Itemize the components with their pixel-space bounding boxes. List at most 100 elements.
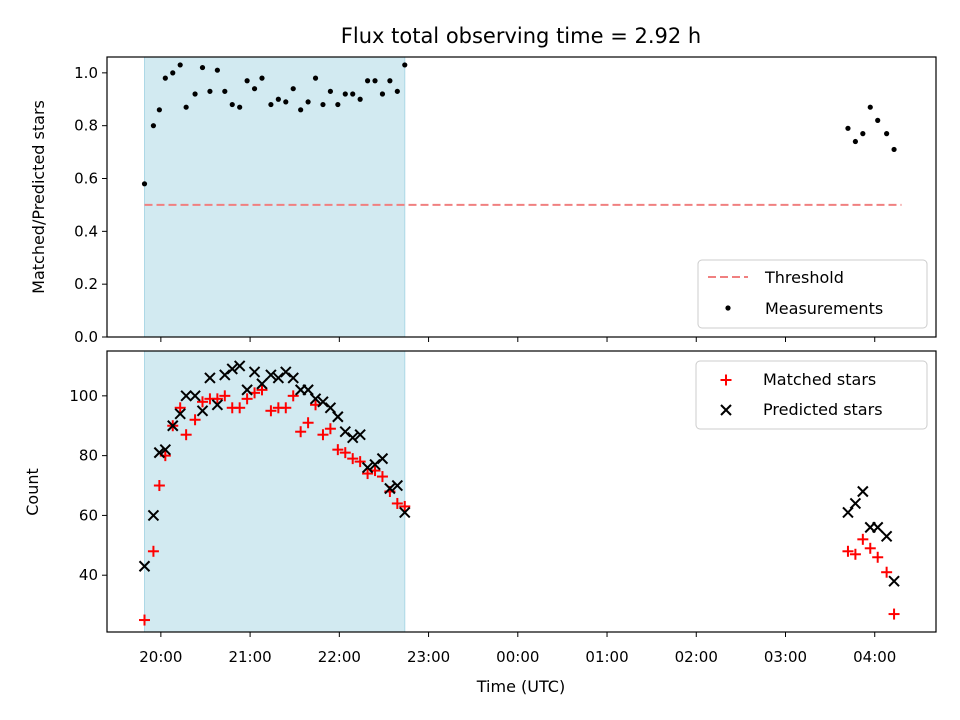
- axes-frame: [106, 350, 937, 633]
- matched-stars-point: [317, 429, 329, 441]
- matched-stars-point: [324, 423, 336, 435]
- matched-stars-point: [234, 402, 246, 414]
- matched-stars-point: [857, 533, 869, 545]
- predicted-stars-point: [324, 402, 337, 414]
- measurement-point: [214, 67, 220, 73]
- y-tick-label: 0.2: [74, 275, 98, 293]
- y-tick-label: 0.4: [74, 222, 98, 240]
- measurement-point: [394, 88, 400, 94]
- measurement-point: [251, 86, 258, 92]
- predicted-stars-point: [265, 369, 277, 381]
- x-tick-label: 21:00: [228, 648, 271, 666]
- matched-stars-point: [241, 393, 253, 405]
- measurement-point: [342, 91, 348, 97]
- x-tick-label: 00:00: [496, 648, 539, 666]
- legend-matched-swatch: [720, 374, 732, 386]
- predicted-stars-point: [241, 384, 253, 396]
- predicted-stars-point: [857, 485, 869, 498]
- predicted-stars-point: [309, 393, 322, 405]
- x-tick-label: 22:00: [318, 648, 361, 666]
- predicted-stars-point: [196, 405, 209, 417]
- predicted-stars-point: [256, 378, 268, 390]
- measurement-point: [860, 131, 866, 137]
- matched-stars-point: [139, 614, 150, 626]
- matched-stars-point: [174, 402, 186, 414]
- matched-stars-point: [347, 453, 359, 465]
- y-tick-label: 0.0: [74, 328, 98, 346]
- matched-stars-point: [265, 405, 277, 417]
- matched-stars-point: [211, 393, 223, 405]
- matched-stars-point: [339, 447, 351, 459]
- y-tick-label: 100: [69, 387, 98, 405]
- matched-stars-point: [153, 480, 165, 492]
- measurement-point: [891, 146, 897, 153]
- measurement-point: [237, 104, 243, 110]
- predicted-stars-point: [211, 399, 224, 411]
- predicted-stars-point: [159, 443, 172, 456]
- predicted-stars-point: [347, 431, 359, 444]
- predicted-stars-point: [204, 372, 216, 384]
- measurement-point: [867, 104, 873, 110]
- matched-stars-point: [376, 471, 388, 483]
- matched-stars-point: [180, 429, 192, 441]
- predicted-stars-point: [361, 461, 374, 474]
- measurement-point: [268, 101, 274, 108]
- measurement-point: [229, 101, 235, 108]
- matched-stars-point: [864, 542, 876, 554]
- x-tick-label: 23:00: [407, 648, 450, 666]
- x-tick-label: 20:00: [139, 648, 182, 666]
- matched-stars-point: [842, 545, 854, 557]
- predicted-stars-point: [880, 530, 893, 543]
- measurement-point: [320, 101, 326, 108]
- measurement-point: [183, 104, 189, 110]
- predicted-stars-point: [376, 452, 389, 465]
- legend-measurements-swatch: [725, 305, 731, 311]
- predicted-stars-point: [888, 575, 900, 587]
- y-tick-label: 0.6: [74, 170, 98, 188]
- predicted-stars-point: [399, 506, 411, 519]
- predicted-stars-point: [302, 384, 314, 396]
- matched-stars-point: [147, 545, 159, 557]
- axes-frame: [106, 56, 937, 338]
- measurement-point: [379, 91, 386, 97]
- matched-stars-point: [391, 497, 403, 509]
- x-axis-label: Time (UTC): [476, 677, 565, 696]
- matched-stars-point: [332, 444, 344, 456]
- matched-stars-point: [362, 468, 374, 480]
- legend-predicted-swatch: [720, 404, 732, 416]
- legend-predicted-label: Predicted stars: [763, 400, 883, 419]
- predicted-stars-point: [849, 497, 862, 510]
- legend: Matched stars Predicted stars: [695, 360, 928, 430]
- measurement-point: [259, 75, 265, 81]
- measurement-point: [335, 101, 341, 108]
- predicted-stars-point: [339, 426, 351, 438]
- matched-stars-point: [849, 548, 861, 560]
- observing-span-shade: [144, 56, 406, 338]
- measurement-point: [845, 125, 851, 131]
- matched-stars-point: [872, 551, 884, 563]
- matched-stars-point: [399, 500, 411, 512]
- measurement-point: [312, 75, 319, 81]
- measurement-point: [884, 131, 890, 137]
- predicted-stars-point: [354, 428, 366, 441]
- y-tick-label: 0.8: [74, 117, 98, 135]
- count-panel: 40 60 80 100 20:00 21:00 22:00 23:00 00:00 01:00 0…: [69, 350, 937, 666]
- y-tick-label: 1.0: [74, 64, 98, 82]
- predicted-stars-point: [287, 372, 299, 384]
- predicted-stars-point: [332, 411, 344, 423]
- measurement-point: [357, 96, 363, 102]
- matched-stars-point: [287, 390, 299, 402]
- predicted-stars-point: [226, 363, 238, 375]
- predicted-stars-point: [842, 506, 854, 519]
- predicted-stars-point: [147, 509, 160, 522]
- matched-stars-point: [881, 566, 893, 578]
- measurement-point: [150, 123, 157, 129]
- measurement-point: [875, 117, 881, 123]
- measurement-point: [290, 86, 296, 92]
- predicted-stars-point: [189, 390, 201, 402]
- predicted-stars-point: [153, 446, 166, 459]
- predicted-stars-point: [272, 372, 285, 384]
- legend-threshold-label: Threshold: [764, 268, 844, 287]
- measurement-point: [199, 64, 206, 71]
